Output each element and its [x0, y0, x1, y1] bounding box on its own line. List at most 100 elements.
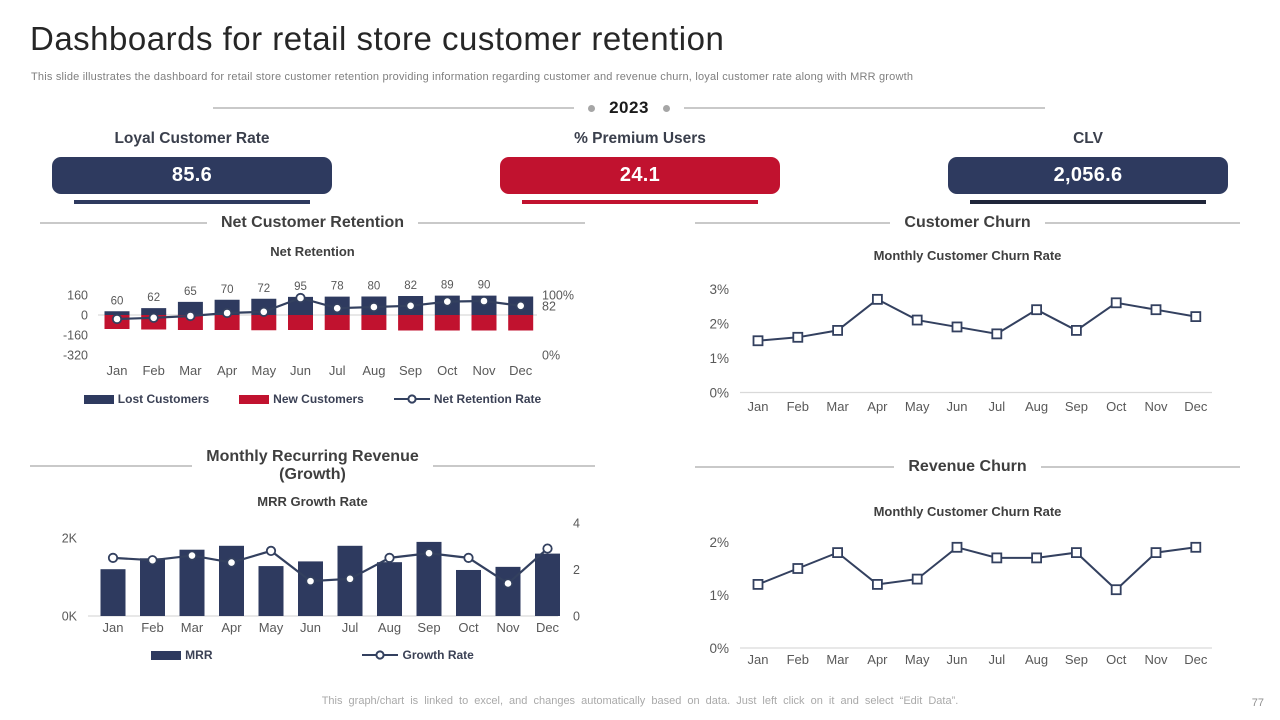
svg-text:0K: 0K	[62, 610, 78, 624]
svg-text:Aug: Aug	[1025, 399, 1048, 414]
section-rule-left	[695, 222, 891, 224]
kpi-clv: CLV 2,056.6	[948, 130, 1228, 204]
chart-title: Monthly Customer Churn Rate	[873, 504, 1062, 519]
section-title-line2: (Growth)	[279, 466, 346, 483]
svg-text:Aug: Aug	[378, 620, 401, 635]
svg-text:Oct: Oct	[1106, 399, 1127, 414]
svg-text:Oct: Oct	[437, 363, 458, 378]
legend-item-net-retention-rate: Net Retention Rate	[393, 392, 542, 406]
svg-text:160: 160	[67, 289, 88, 303]
svg-text:0%: 0%	[709, 641, 729, 656]
net-retention-chart: 160 0 -160 -320 100% 0% 60 62 65 70 72 95 78 80 82 89 90…	[63, 280, 574, 378]
mrr-growth-chart: 2K 0K 4 2 0 Jan Feb Mar Apr May Jun Jul Aug Sep Oct Nov…	[62, 517, 580, 636]
svg-text:May: May	[905, 399, 930, 414]
year-label: 2023	[609, 98, 649, 117]
kpi-value-card: 24.1	[500, 157, 780, 194]
section-rule-right	[1040, 466, 1240, 468]
svg-text:Jan: Jan	[748, 399, 769, 414]
net-retention-legend: Lost Customers New Customers Net Retenti…	[40, 392, 585, 406]
page-title: Dashboards for retail store customer ret…	[30, 20, 725, 57]
new-customers-swatch-icon	[239, 394, 270, 404]
svg-text:Dec: Dec	[509, 363, 533, 378]
section-title-line1: Monthly Recurring Revenue	[206, 448, 419, 465]
svg-text:2%: 2%	[709, 535, 729, 550]
svg-text:Apr: Apr	[867, 399, 888, 414]
svg-text:May: May	[259, 620, 284, 635]
svg-text:0: 0	[573, 610, 580, 624]
section-title: Net Customer Retention	[40, 214, 585, 232]
mrr-growth-section: Monthly Recurring Revenue (Growth) MRR G…	[30, 448, 596, 662]
svg-text:Sep: Sep	[1065, 399, 1088, 414]
svg-text:90: 90	[478, 280, 491, 292]
section-rule-right	[418, 222, 585, 224]
svg-text:1%: 1%	[709, 351, 729, 366]
revenue-churn-section: Revenue Churn Monthly Customer Churn Rat…	[695, 458, 1240, 676]
svg-text:2: 2	[573, 563, 580, 577]
kpi-label: % Premium Users	[574, 130, 706, 147]
divider-dot-left	[588, 104, 596, 112]
svg-text:Mar: Mar	[179, 363, 202, 378]
section-title-text: Monthly Recurring Revenue (Growth)	[206, 448, 418, 484]
legend-label: Net Retention Rate	[433, 392, 542, 406]
year-divider: 2023	[213, 97, 1046, 119]
page-subtitle: This slide illustrates the dashboard for…	[31, 71, 914, 83]
line-marker-icon	[393, 394, 430, 404]
line-marker-icon	[362, 650, 399, 660]
kpi-label: Loyal Customer Rate	[114, 130, 270, 147]
svg-text:Mar: Mar	[826, 652, 849, 667]
svg-text:Nov: Nov	[1144, 399, 1168, 414]
svg-text:Apr: Apr	[217, 363, 238, 378]
svg-text:Jun: Jun	[947, 652, 968, 667]
chart-title: Net Retention	[270, 244, 355, 259]
svg-text:78: 78	[331, 281, 344, 293]
svg-text:Sep: Sep	[1065, 652, 1088, 667]
svg-text:Mar: Mar	[826, 399, 849, 414]
page-number: 77	[1251, 697, 1264, 709]
svg-text:82: 82	[542, 299, 556, 313]
svg-text:2K: 2K	[62, 532, 78, 546]
svg-text:Nov: Nov	[1144, 652, 1168, 667]
svg-text:0: 0	[81, 309, 88, 323]
chart-title: Monthly Customer Churn Rate	[873, 248, 1062, 263]
section-title-text: Customer Churn	[904, 214, 1031, 231]
svg-text:Sep: Sep	[417, 620, 440, 635]
section-rule-left	[40, 222, 207, 224]
section-title: Revenue Churn	[695, 458, 1240, 476]
svg-text:-160: -160	[63, 329, 88, 343]
mrr-legend: MRR Growth Rate	[30, 648, 595, 662]
kpi-value-card: 85.6	[52, 157, 332, 194]
divider-line-left	[213, 107, 575, 109]
svg-text:70: 70	[221, 284, 234, 296]
svg-text:72: 72	[257, 283, 270, 295]
svg-text:Jan: Jan	[103, 620, 124, 635]
svg-text:100%: 100%	[542, 289, 574, 303]
svg-text:60: 60	[111, 295, 124, 307]
kpi-loyal-customer-rate: Loyal Customer Rate 85.6	[52, 130, 332, 204]
section-rule-right	[1044, 222, 1241, 224]
svg-text:65: 65	[184, 286, 197, 298]
chart-title: MRR Growth Rate	[257, 494, 368, 509]
svg-text:Jan: Jan	[748, 652, 769, 667]
svg-text:Feb: Feb	[141, 620, 163, 635]
footer-note: This graph/chart is linked to excel, and…	[321, 695, 959, 707]
customer-churn-chart: 3% 2% 1% 0% Jan Feb Mar Apr May Jun Jul Aug Sep Oct No…	[709, 282, 1212, 414]
svg-text:Nov: Nov	[472, 363, 496, 378]
divider-dot-right	[662, 104, 670, 112]
svg-text:80: 80	[368, 281, 381, 293]
section-title-text: Revenue Churn	[908, 458, 1027, 475]
svg-text:Jun: Jun	[290, 363, 311, 378]
svg-text:Oct: Oct	[1106, 652, 1127, 667]
svg-text:Jul: Jul	[329, 363, 346, 378]
section-title: Monthly Recurring Revenue (Growth)	[30, 448, 596, 484]
svg-text:May: May	[905, 652, 930, 667]
section-title-text: Net Customer Retention	[220, 214, 405, 231]
svg-text:Jan: Jan	[107, 363, 128, 378]
svg-text:Apr: Apr	[221, 620, 242, 635]
svg-text:Jul: Jul	[988, 652, 1005, 667]
revenue-churn-chart: 2% 1% 0% Jan Feb Mar Apr May Jun Jul Aug Sep Oct Nov D…	[709, 535, 1212, 667]
kpi-label: CLV	[1073, 130, 1103, 147]
svg-text:Nov: Nov	[496, 620, 520, 635]
section-rule-left	[695, 466, 895, 468]
svg-text:Oct: Oct	[458, 620, 479, 635]
svg-text:-320: -320	[63, 349, 88, 363]
